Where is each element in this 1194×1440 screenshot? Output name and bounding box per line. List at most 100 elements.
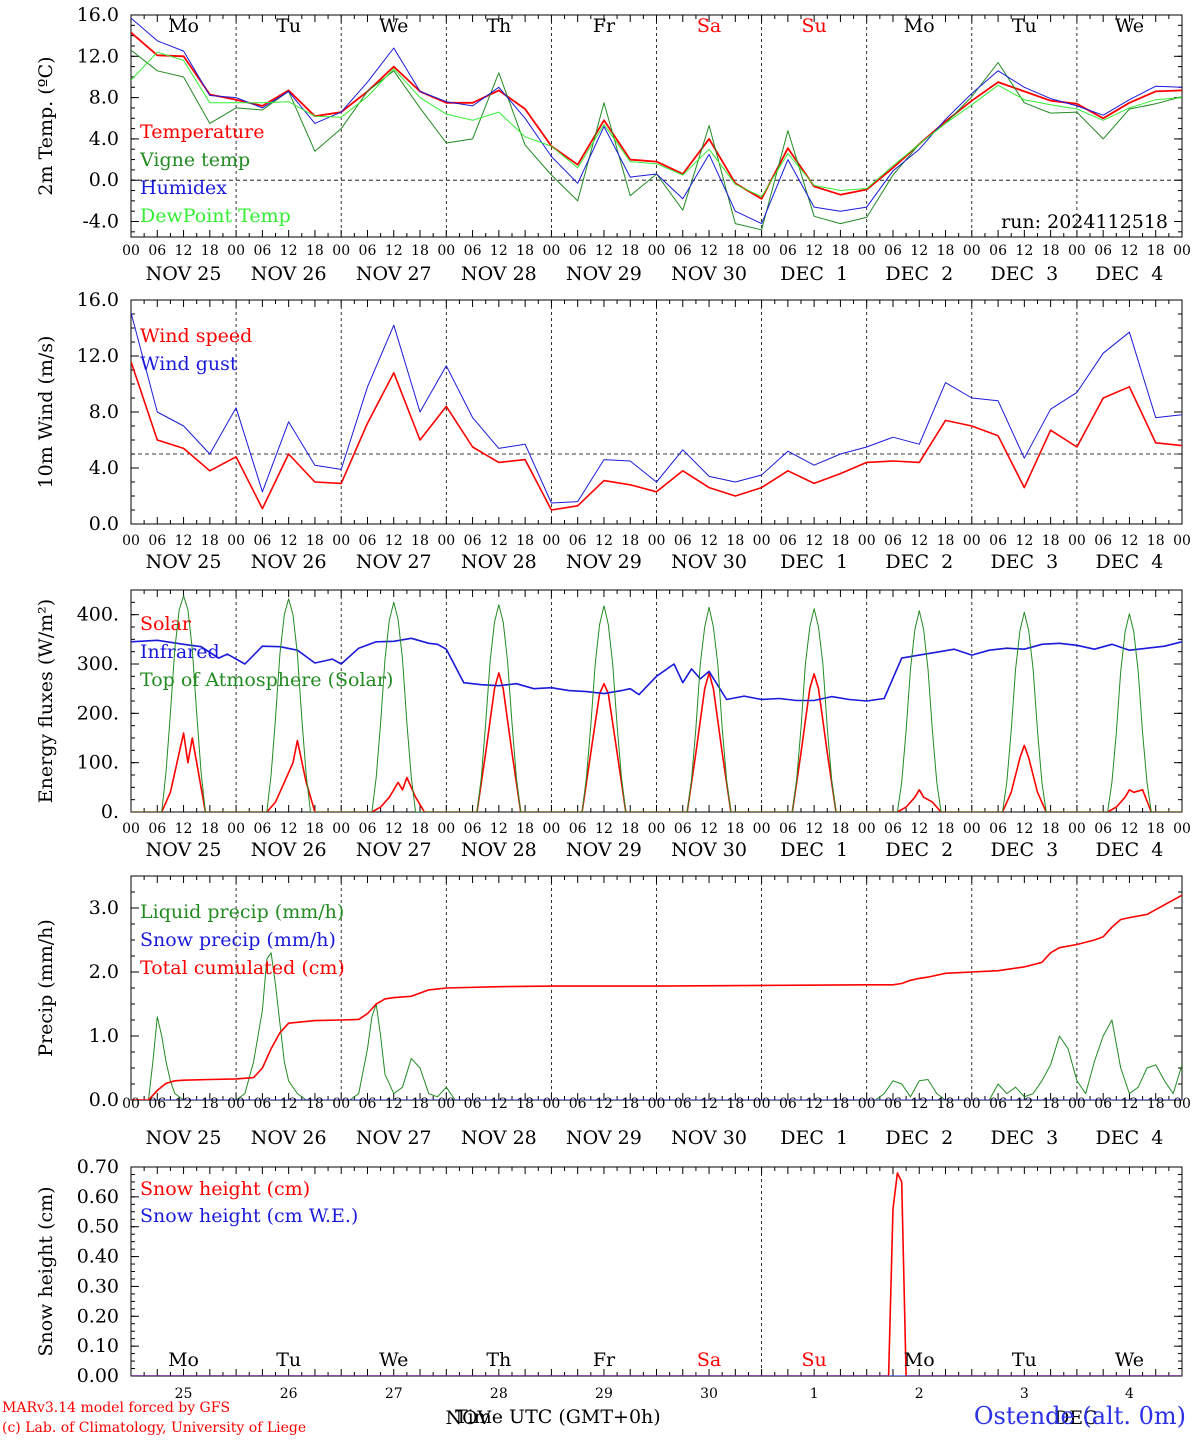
hour-tick-label: 00 [227,533,245,549]
hour-tick-label: 00 [963,533,981,549]
date-label: DEC 4 [1096,551,1164,573]
legend-entry: Wind gust [140,353,238,375]
day-number-label: 26 [280,1386,298,1402]
hour-tick-label: 06 [1094,243,1112,259]
hour-tick-label: 18 [201,243,219,259]
hour-tick-label: 12 [1015,243,1033,259]
weekday-label: Mo [168,15,199,37]
hour-tick-label: 18 [1147,821,1165,837]
hour-tick-label: 18 [306,821,324,837]
panel-1: 16.0 12.0 8.0 4.0 0.0 -4.0 2m Temp. (ºC) Temper… [35,4,1191,285]
date-label: NOV 30 [671,263,747,285]
legend-entry: Solar [140,613,192,635]
hour-tick-label: 12 [1015,821,1033,837]
date-label: DEC 1 [780,1127,848,1149]
hour-tick-label: 18 [516,1096,534,1112]
hour-tick-label: 00 [227,1096,245,1112]
panel-2: 16.0 12.0 8.0 4.0 0.0 10m Wind (m/s) Wind spee… [35,289,1191,573]
weekday-label: Fr [593,15,616,37]
model-credit: MARv3.14 model forced by GFS [2,1400,231,1416]
hour-tick-label: 00 [1173,533,1191,549]
hour-tick-label: 00 [542,1096,560,1112]
hour-tick-label: 00 [122,533,140,549]
hour-tick-label: 18 [201,1096,219,1112]
legend-entry: DewPoint Temp [140,205,291,227]
hour-tick-label: 18 [832,821,850,837]
legend-entry: Humidex [140,177,227,199]
weekday-label: Tu [276,1349,301,1371]
hour-tick-label: 06 [674,243,692,259]
hour-tick-label: 12 [490,821,508,837]
weekday-label: Tu [1012,15,1037,37]
y-tick-label: 16.0 [77,4,119,26]
hour-tick-label: 00 [1068,1096,1086,1112]
hour-tick-label: 12 [910,1096,928,1112]
hour-tick-label: 00 [332,821,350,837]
hour-tick-label: 00 [542,533,560,549]
panel-frame [130,299,1183,525]
hour-tick-label: 06 [569,821,587,837]
panel-3: 400. 300. 200. 100. 0. Energy fluxes (W/m²) So… [35,589,1191,861]
weekday-label: We [1115,15,1144,37]
y-tick-label: 0.60 [77,1186,119,1208]
hour-tick-label: 00 [1173,1096,1191,1112]
hour-tick-label: 06 [884,533,902,549]
y-axis-label: 2m Temp. (ºC) [35,56,57,195]
y-tick-label: -4.0 [82,211,119,233]
hour-tick-label: 00 [648,243,666,259]
hour-tick-label: 06 [989,821,1007,837]
hour-tick-label: 00 [858,243,876,259]
hour-tick-label: 18 [832,1096,850,1112]
hour-tick-label: 12 [385,1096,403,1112]
day-number-label: 27 [385,1386,403,1402]
y-tick-label: 16.0 [77,289,119,311]
hour-tick-label: 06 [359,243,377,259]
hour-tick-label: 12 [700,243,718,259]
date-label: NOV 26 [251,263,327,285]
hour-tick-label: 18 [411,821,429,837]
legend-entry: Top of Atmosphere (Solar) [140,669,393,691]
hour-tick-label: 00 [753,533,771,549]
hour-tick-label: 06 [464,1096,482,1112]
date-label: NOV 25 [146,839,222,861]
hour-tick-label: 12 [595,821,613,837]
hour-tick-label: 06 [569,1096,587,1112]
hour-tick-label: 18 [1147,1096,1165,1112]
hour-tick-label: 12 [280,533,298,549]
hour-tick-label: 06 [779,243,797,259]
hour-tick-label: 12 [280,821,298,837]
date-label: NOV 29 [566,1127,642,1149]
hour-tick-label: 18 [726,1096,744,1112]
date-label: DEC 3 [990,839,1058,861]
hour-tick-label: 12 [385,243,403,259]
day-number-label: 2 [915,1386,924,1402]
date-label: DEC 3 [990,551,1058,573]
hour-tick-label: 00 [437,243,455,259]
y-tick-label: 8.0 [89,401,119,423]
hour-tick-label: 12 [700,821,718,837]
hour-tick-label: 12 [1121,1096,1139,1112]
hour-tick-label: 06 [464,533,482,549]
hour-tick-label: 00 [858,1096,876,1112]
hour-tick-label: 18 [832,243,850,259]
date-label: NOV 27 [356,1127,432,1149]
hour-tick-label: 00 [542,243,560,259]
hour-tick-label: 00 [963,821,981,837]
hour-tick-label: 06 [253,1096,271,1112]
series-line-2-2 [131,312,1182,504]
series-line-3-3 [131,595,1182,812]
legend-entry: Total cumulated (cm) [140,957,345,979]
legend-entry: Snow height (cm) [140,1178,310,1200]
hour-tick-label: 18 [201,533,219,549]
hour-tick-label: 12 [805,821,823,837]
legend-entry: Temperature [140,121,264,143]
date-label: NOV 25 [146,1127,222,1149]
hour-tick-label: 18 [832,533,850,549]
hour-tick-label: 06 [884,821,902,837]
hour-tick-label: 18 [726,821,744,837]
series-line-1-1 [131,31,1182,200]
hour-tick-label: 06 [674,821,692,837]
y-tick-label: 0.10 [77,1335,119,1357]
hour-tick-label: 00 [1068,533,1086,549]
